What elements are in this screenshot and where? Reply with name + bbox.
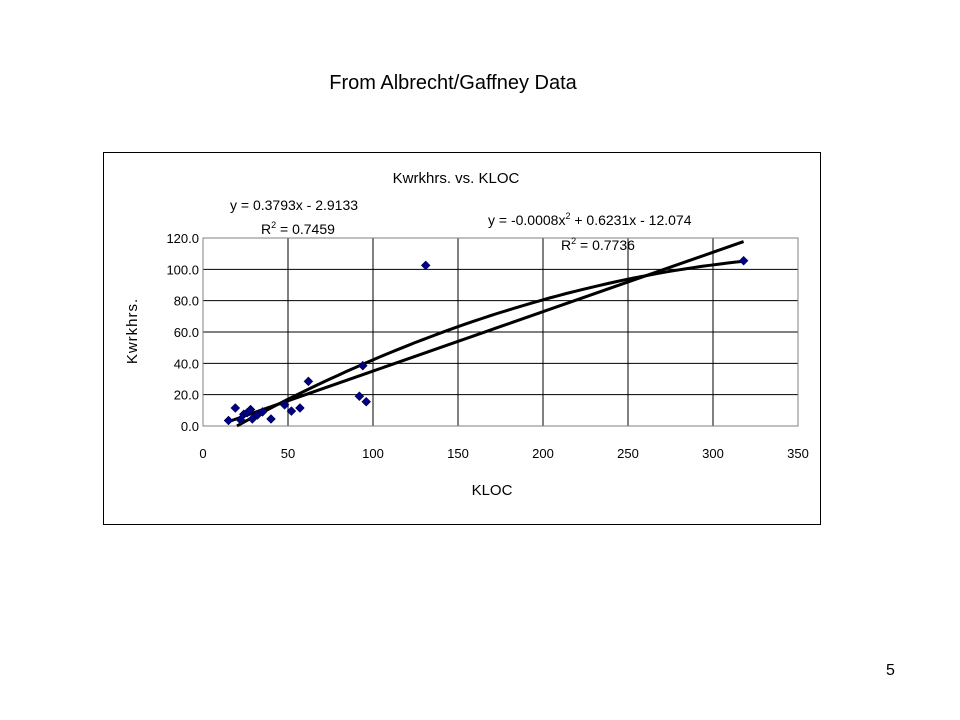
data-point xyxy=(286,406,297,416)
x-tick-label: 0 xyxy=(199,446,206,461)
data-point xyxy=(420,260,431,271)
data-point xyxy=(257,407,268,417)
x-axis-ticks: 0 50 100 150 200 250 300 350 xyxy=(199,446,808,461)
polynomial-trend-equation: y = -0.0008x2 + 0.6231x - 12.074 xyxy=(488,211,692,228)
x-tick-label: 150 xyxy=(447,446,469,461)
polynomial-trendline xyxy=(236,259,744,428)
scatter-chart: Kwrkhrs. vs. KLOC 0.0 20.0 40.0 60.0 80.0 100… xyxy=(124,170,809,499)
y-tick-label: 80.0 xyxy=(174,294,199,309)
data-point xyxy=(223,415,234,426)
data-point xyxy=(295,403,305,413)
chart-area: Kwrkhrs. vs. KLOC 0.0 20.0 40.0 60.0 80.0 100… xyxy=(103,152,821,525)
x-tick-label: 300 xyxy=(702,446,724,461)
data-point xyxy=(357,360,368,371)
linear-trend-equation: y = 0.3793x - 2.9133 xyxy=(230,197,358,213)
y-tick-label: 0.0 xyxy=(181,419,199,434)
data-point xyxy=(230,403,241,413)
y-tick-label: 120.0 xyxy=(166,231,199,246)
x-tick-label: 100 xyxy=(362,446,384,461)
gridlines xyxy=(202,237,799,427)
data-point xyxy=(303,376,314,387)
y-axis-label: Kwrkhrs. xyxy=(124,298,141,364)
y-tick-label: 20.0 xyxy=(174,388,199,403)
x-tick-label: 250 xyxy=(617,446,639,461)
data-point xyxy=(245,404,256,415)
y-tick-label: 100.0 xyxy=(166,262,199,277)
linear-trendline xyxy=(227,240,745,424)
x-tick-label: 350 xyxy=(787,446,809,461)
y-tick-label: 40.0 xyxy=(174,356,199,371)
x-tick-label: 50 xyxy=(281,446,295,461)
y-tick-label: 60.0 xyxy=(174,325,199,340)
data-point xyxy=(361,396,372,407)
slide-title: From Albrecht/Gaffney Data xyxy=(329,72,577,94)
polynomial-trend-r-squared: R2 = 0.7736 xyxy=(561,236,635,253)
linear-trend-r-squared: R2 = 0.7459 xyxy=(261,220,335,237)
data-point xyxy=(738,255,749,266)
trendlines xyxy=(227,240,745,428)
page-number: 5 xyxy=(886,662,895,679)
chart-title: Kwrkhrs. vs. KLOC xyxy=(393,170,520,187)
plot-area-border xyxy=(202,237,799,427)
y-axis-ticks: 0.0 20.0 40.0 60.0 80.0 100.0 120.0 xyxy=(166,231,199,434)
x-tick-label: 200 xyxy=(532,446,554,461)
data-point xyxy=(279,399,290,410)
data-points xyxy=(223,255,749,426)
data-point xyxy=(354,391,365,402)
data-point xyxy=(266,414,276,424)
x-axis-label: KLOC xyxy=(472,482,513,499)
